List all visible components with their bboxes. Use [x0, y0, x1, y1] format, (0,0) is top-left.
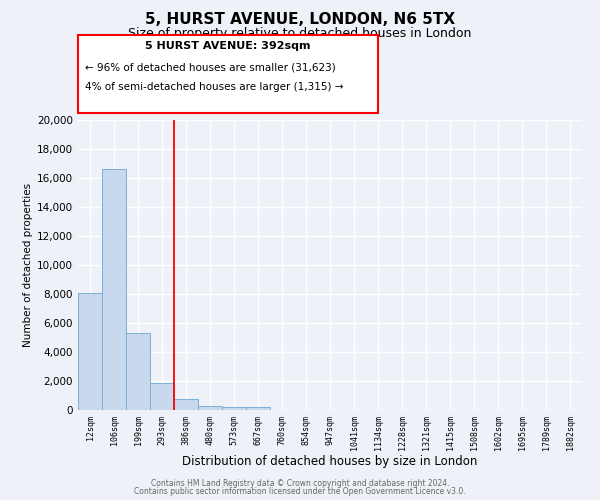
Bar [246, 407, 270, 410]
Text: Size of property relative to detached houses in London: Size of property relative to detached ho… [128, 28, 472, 40]
Text: 5 HURST AVENUE: 392sqm: 5 HURST AVENUE: 392sqm [145, 41, 311, 51]
Bar [198, 406, 222, 410]
Y-axis label: Number of detached properties: Number of detached properties [23, 183, 33, 347]
Bar [150, 383, 174, 410]
Bar [222, 406, 246, 410]
Text: 4% of semi-detached houses are larger (1,315) →: 4% of semi-detached houses are larger (1… [85, 82, 344, 92]
Text: 5, HURST AVENUE, LONDON, N6 5TX: 5, HURST AVENUE, LONDON, N6 5TX [145, 12, 455, 28]
Text: Contains public sector information licensed under the Open Government Licence v3: Contains public sector information licen… [134, 487, 466, 496]
Text: ← 96% of detached houses are smaller (31,623): ← 96% of detached houses are smaller (31… [85, 62, 336, 72]
Bar [102, 170, 126, 410]
Text: Contains HM Land Registry data © Crown copyright and database right 2024.: Contains HM Land Registry data © Crown c… [151, 478, 449, 488]
Bar [126, 333, 150, 410]
Bar [78, 292, 102, 410]
Bar [174, 399, 198, 410]
X-axis label: Distribution of detached houses by size in London: Distribution of detached houses by size … [182, 456, 478, 468]
